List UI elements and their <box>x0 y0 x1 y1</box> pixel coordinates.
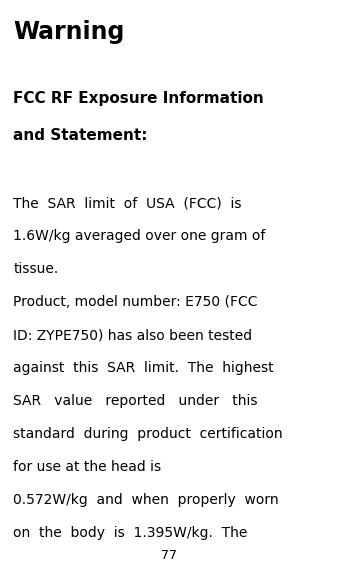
Text: The  SAR  limit  of  USA  (FCC)  is: The SAR limit of USA (FCC) is <box>13 196 242 210</box>
Text: ID: ZYPE750) has also been tested: ID: ZYPE750) has also been tested <box>13 328 253 342</box>
Text: Product, model number: E750 (FCC: Product, model number: E750 (FCC <box>13 295 258 309</box>
Text: SAR   value   reported   under   this: SAR value reported under this <box>13 394 258 408</box>
Text: and Statement:: and Statement: <box>13 129 148 143</box>
Text: FCC RF Exposure Information: FCC RF Exposure Information <box>13 90 264 105</box>
Text: against  this  SAR  limit.  The  highest: against this SAR limit. The highest <box>13 361 274 375</box>
Text: for use at the head is: for use at the head is <box>13 460 162 474</box>
Text: 77: 77 <box>160 549 177 562</box>
Text: on  the  body  is  1.395W/kg.  The: on the body is 1.395W/kg. The <box>13 526 248 540</box>
Text: Warning: Warning <box>13 20 125 44</box>
Text: standard  during  product  certification: standard during product certification <box>13 427 283 441</box>
Text: 1.6W/kg averaged over one gram of: 1.6W/kg averaged over one gram of <box>13 229 266 243</box>
Text: 0.572W/kg  and  when  properly  worn: 0.572W/kg and when properly worn <box>13 493 279 507</box>
Text: tissue.: tissue. <box>13 262 59 276</box>
